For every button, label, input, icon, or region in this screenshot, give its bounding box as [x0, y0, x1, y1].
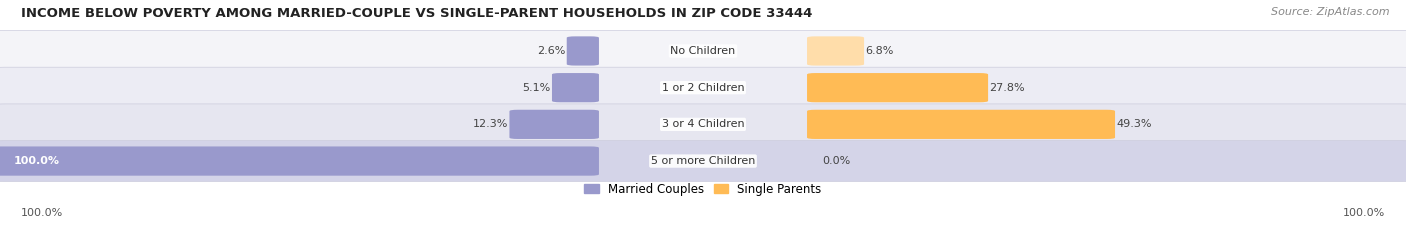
FancyBboxPatch shape — [0, 104, 1406, 145]
FancyBboxPatch shape — [0, 141, 1406, 182]
FancyBboxPatch shape — [0, 147, 599, 176]
FancyBboxPatch shape — [807, 110, 1115, 139]
FancyBboxPatch shape — [807, 36, 865, 65]
Text: INCOME BELOW POVERTY AMONG MARRIED-COUPLE VS SINGLE-PARENT HOUSEHOLDS IN ZIP COD: INCOME BELOW POVERTY AMONG MARRIED-COUPL… — [21, 7, 813, 20]
Text: 27.8%: 27.8% — [990, 83, 1025, 93]
Text: 1 or 2 Children: 1 or 2 Children — [662, 83, 744, 93]
Text: 100.0%: 100.0% — [14, 156, 60, 166]
Text: 0.0%: 0.0% — [823, 156, 851, 166]
Text: 49.3%: 49.3% — [1116, 119, 1152, 129]
Text: 100.0%: 100.0% — [21, 208, 63, 218]
Text: Source: ZipAtlas.com: Source: ZipAtlas.com — [1271, 7, 1389, 17]
Text: No Children: No Children — [671, 46, 735, 56]
FancyBboxPatch shape — [807, 73, 988, 102]
Text: 100.0%: 100.0% — [1343, 208, 1385, 218]
Text: 2.6%: 2.6% — [537, 46, 565, 56]
FancyBboxPatch shape — [0, 67, 1406, 108]
Text: 3 or 4 Children: 3 or 4 Children — [662, 119, 744, 129]
Text: 6.8%: 6.8% — [866, 46, 894, 56]
FancyBboxPatch shape — [567, 36, 599, 65]
Text: 5 or more Children: 5 or more Children — [651, 156, 755, 166]
FancyBboxPatch shape — [0, 31, 1406, 71]
FancyBboxPatch shape — [553, 73, 599, 102]
Legend: Married Couples, Single Parents: Married Couples, Single Parents — [585, 183, 821, 196]
FancyBboxPatch shape — [509, 110, 599, 139]
Text: 5.1%: 5.1% — [522, 83, 551, 93]
Text: 12.3%: 12.3% — [472, 119, 508, 129]
